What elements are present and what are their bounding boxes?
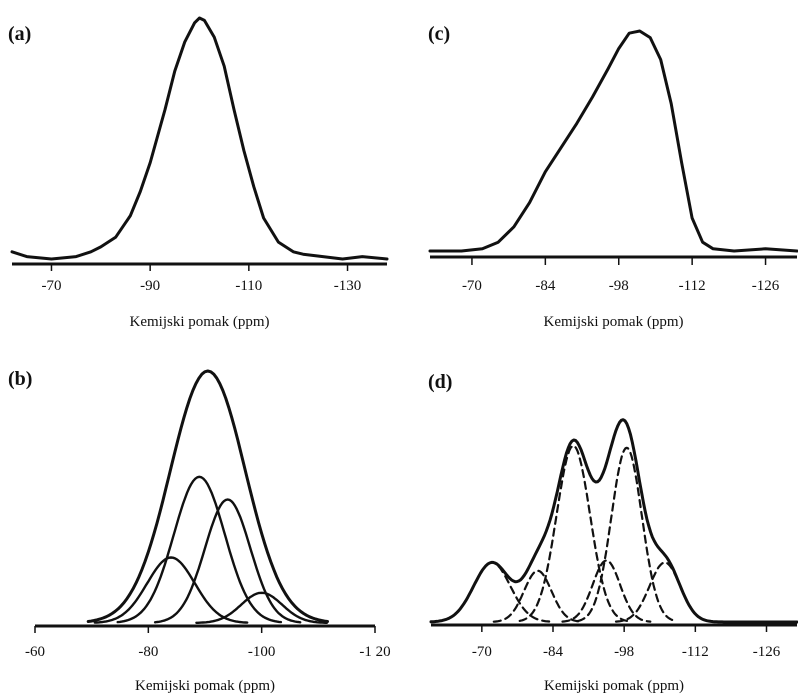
x-tick-label: -70 (41, 278, 61, 294)
spectrum-curve-3 (95, 558, 247, 623)
x-tick-label: -100 (248, 644, 276, 660)
panel-label: (d) (428, 371, 452, 393)
x-tick-label: -70 (462, 278, 482, 294)
x-tick-label: -90 (140, 278, 160, 294)
spectrum-curve-0 (88, 371, 327, 622)
x-tick-label: -130 (334, 278, 362, 294)
spectrum-curve-1 (118, 477, 281, 622)
x-tick-label: -80 (138, 644, 158, 660)
x-axis-title: Kemijski pomak (ppm) (544, 678, 684, 694)
x-axis-title: Kemijski pomak (ppm) (544, 314, 684, 330)
x-tick-label: -126 (753, 644, 781, 660)
chart-panel-d: (d) -70 -84 -98 -112 -126 Kemijski pomak (ppm) (428, 371, 797, 694)
component-peak-3 (520, 446, 627, 621)
x-tick-label: -112 (679, 278, 706, 294)
component-peak-6 (616, 563, 714, 622)
x-tick-label: -84 (535, 278, 555, 294)
spectrum-curve-0 (431, 420, 797, 622)
x-axis-title: Kemijski pomak (ppm) (135, 678, 275, 694)
x-tick-label: -110 (235, 278, 262, 294)
x-tick-label: -126 (752, 278, 780, 294)
spectrum-curve-0 (430, 31, 797, 251)
x-tick-label: -98 (614, 644, 634, 660)
chart-panel-c: (c) -70 -84 -98 -112 -126 Kemijski pomak (ppm) (428, 23, 797, 330)
x-tick-label: -1 20 (359, 644, 390, 660)
x-tick-label: -70 (472, 644, 492, 660)
component-peak-4 (563, 561, 651, 622)
x-tick-label: -98 (609, 278, 629, 294)
x-tick-label: -60 (25, 644, 45, 660)
panel-label: (a) (8, 23, 31, 45)
spectrum-curve-0 (12, 18, 387, 259)
chart-panel-b: (b) -60 -80 -100 -1 20 Kemijski pomak (ppm) (8, 368, 391, 694)
panel-label: (c) (428, 23, 450, 45)
x-axis-title: Kemijski pomak (ppm) (130, 314, 270, 330)
x-tick-label: -112 (682, 644, 709, 660)
panel-label: (b) (8, 368, 32, 390)
chart-panel-a: (a) -70 -90 -110 -130 Kemijski pomak (ppm) (8, 18, 387, 330)
spectrum-curve-4 (196, 593, 327, 623)
x-tick-label: -84 (543, 644, 563, 660)
